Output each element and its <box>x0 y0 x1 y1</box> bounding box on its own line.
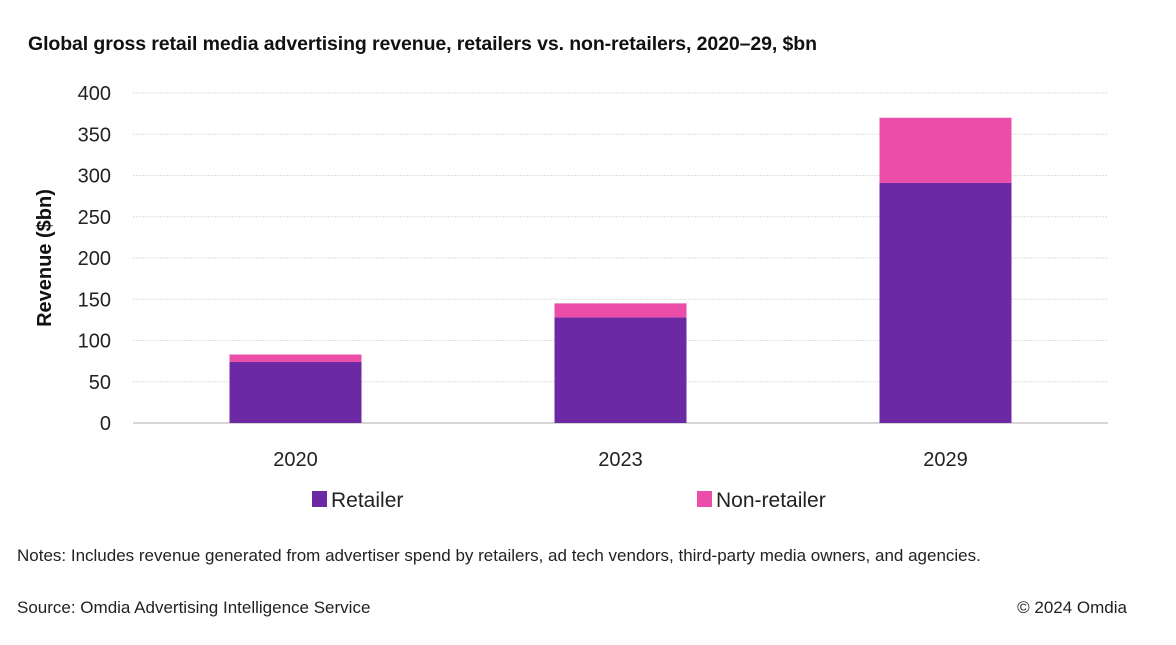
copyright-text: © 2024 Omdia <box>1017 598 1127 617</box>
legend-swatch-retailer <box>312 491 327 507</box>
y-tick-label: 400 <box>78 83 111 105</box>
y-tick-label: 250 <box>78 207 111 229</box>
legend-label-retailer: Retailer <box>331 489 403 512</box>
bar-non-retailer-2020 <box>229 354 362 362</box>
x-tick-label: 2020 <box>273 449 318 471</box>
notes-text: Notes: Includes revenue generated from a… <box>17 546 981 565</box>
bar-non-retailer-2029 <box>879 117 1012 183</box>
y-tick-label: 200 <box>78 248 111 270</box>
bar-retailer-2029 <box>879 182 1012 423</box>
source-text: Source: Omdia Advertising Intelligence S… <box>17 598 371 617</box>
bar-retailer-2023 <box>554 317 687 423</box>
legend-label-non-retailer: Non-retailer <box>716 489 826 512</box>
x-tick-label: 2029 <box>923 449 968 471</box>
y-tick-label: 300 <box>78 166 111 188</box>
y-tick-label: 0 <box>100 413 111 435</box>
legend: Retailer Non-retailer <box>312 489 826 512</box>
x-tick-label: 2023 <box>598 449 643 471</box>
x-axis-ticks: 2020 2023 2029 <box>273 449 968 471</box>
bar-retailer-2020 <box>229 361 362 423</box>
y-tick-label: 150 <box>78 289 111 311</box>
legend-swatch-non-retailer <box>697 491 712 507</box>
y-tick-label: 100 <box>78 331 111 353</box>
bars <box>229 117 1012 423</box>
bar-non-retailer-2023 <box>554 303 687 318</box>
chart-title: Global gross retail media advertising re… <box>28 33 817 55</box>
y-axis-ticks: 0 50 100 150 200 250 300 350 400 <box>78 83 111 435</box>
y-axis-label: Revenue ($bn) <box>34 189 56 327</box>
y-tick-label: 350 <box>78 124 111 146</box>
y-tick-label: 50 <box>89 372 111 394</box>
